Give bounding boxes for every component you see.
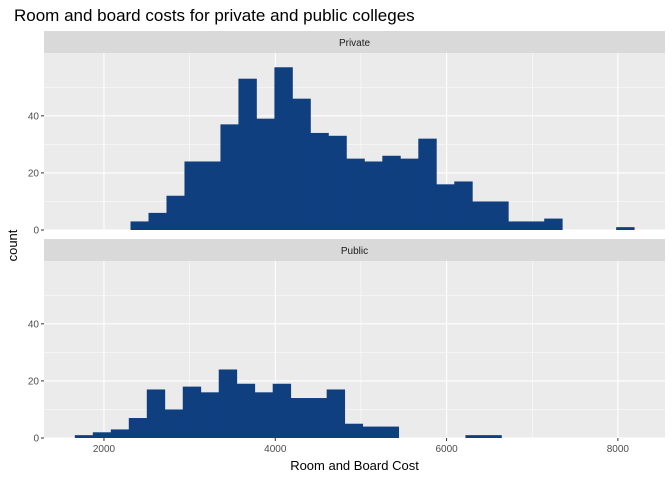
histogram-bar: [382, 155, 401, 230]
chart-title: Room and board costs for private and pub…: [14, 6, 415, 25]
histogram-bar: [92, 432, 112, 438]
x-axis: 2000 4000 6000 8000: [93, 438, 630, 455]
histogram-bar: [218, 369, 238, 438]
y-tick-label: 40: [28, 319, 40, 330]
histogram-bar: [148, 212, 167, 230]
y-tick-label: 0: [33, 226, 39, 237]
panel-background: [44, 261, 665, 438]
histogram-bar: [616, 227, 635, 230]
histogram-bar: [292, 98, 311, 230]
histogram-bar: [220, 124, 239, 230]
x-axis-title: Room and Board Cost: [290, 458, 419, 473]
histogram-bar: [274, 67, 293, 230]
x-tick-label: 4000: [264, 444, 287, 455]
facet-strip-label: Private: [339, 38, 371, 49]
y-tick-label: 20: [28, 376, 40, 387]
histogram-bar: [146, 389, 166, 438]
histogram-bar: [182, 386, 202, 438]
histogram-bar: [238, 78, 257, 231]
y-tick-label: 0: [33, 434, 39, 445]
facet-strip: [44, 31, 665, 53]
facet-panels: Private 0 20 40 Public 0 20 40: [28, 31, 665, 445]
histogram-bar: [326, 389, 346, 438]
histogram-bar: [344, 423, 364, 438]
facet-panel-public: Public 0 20 40: [28, 239, 665, 445]
histogram-bar: [362, 426, 382, 438]
histogram-bar: [346, 158, 365, 230]
histogram-bar: [526, 221, 545, 230]
histogram-bar: [328, 135, 347, 230]
x-tick-label: 6000: [435, 444, 458, 455]
histogram-bar: [130, 221, 149, 230]
histogram-bar: [380, 426, 400, 438]
facet-strip: [44, 239, 665, 261]
histogram-bar: [200, 392, 220, 438]
histogram-bar: [465, 435, 484, 438]
x-tick-label: 8000: [607, 444, 630, 455]
histogram-bar: [308, 398, 328, 438]
histogram-bar: [364, 161, 383, 230]
histogram-bar: [508, 221, 527, 230]
histogram-bar: [400, 158, 419, 230]
histogram-bar: [236, 383, 256, 438]
histogram-bar: [166, 195, 185, 230]
histogram-bar: [290, 398, 310, 438]
histogram-bar: [310, 132, 329, 230]
y-tick-label: 20: [28, 168, 40, 179]
y-axis-title: count: [5, 229, 20, 261]
histogram-bar: [256, 118, 275, 230]
histogram-bar: [272, 383, 292, 438]
y-tick-label: 40: [28, 111, 40, 122]
histogram-bar: [436, 184, 455, 230]
histogram-bar: [544, 218, 563, 230]
histogram-bar: [418, 138, 437, 230]
histogram-bar: [254, 392, 274, 438]
histogram-bar: [490, 201, 509, 230]
histogram-bar: [472, 201, 491, 230]
facet-panel-private: Private 0 20 40: [28, 31, 665, 237]
histogram-bar: [110, 429, 130, 438]
facet-strip-label: Public: [341, 246, 368, 257]
histogram-bar: [483, 435, 502, 438]
histogram-bar: [202, 161, 221, 230]
histogram-bar: [128, 418, 148, 438]
histogram-bar: [184, 161, 203, 230]
histogram-bar: [74, 435, 94, 438]
x-tick-label: 2000: [93, 444, 116, 455]
histogram-bar: [454, 181, 473, 230]
histogram-bar: [164, 409, 184, 438]
